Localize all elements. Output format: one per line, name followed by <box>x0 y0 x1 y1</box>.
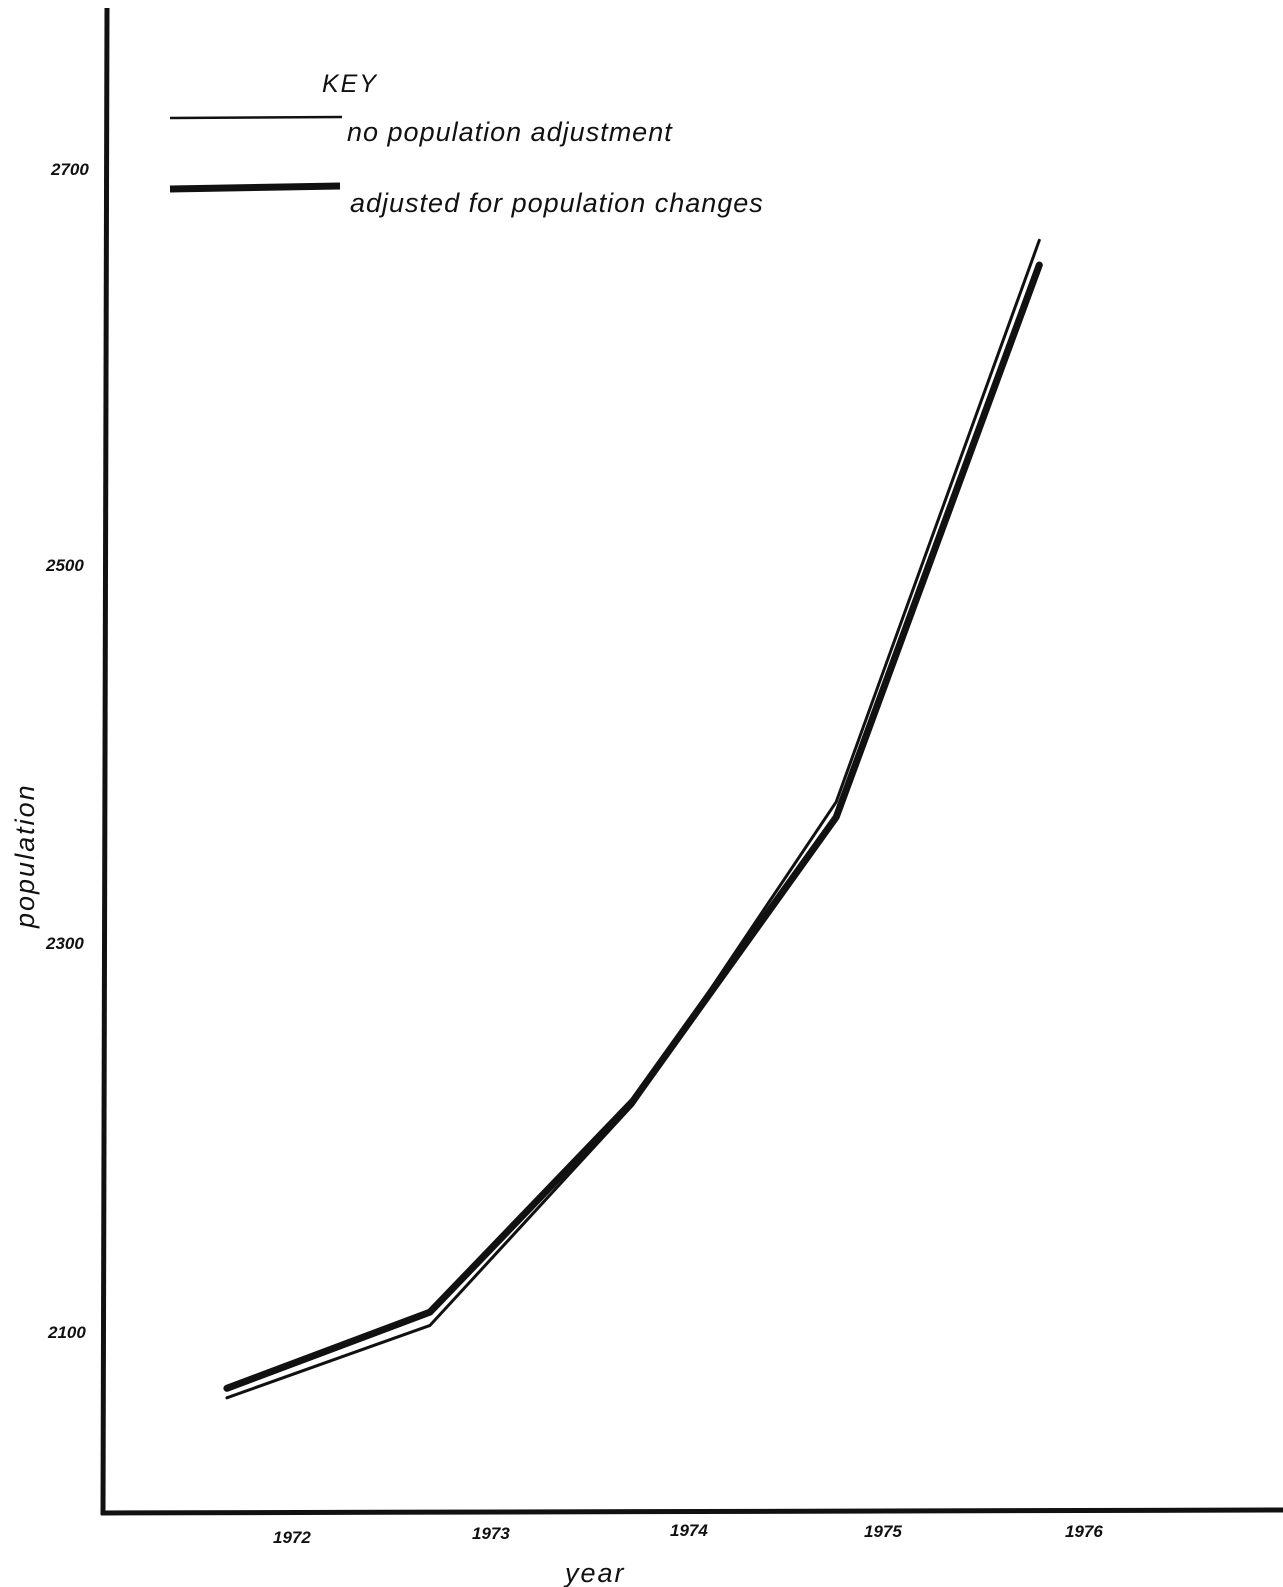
y-tick-label: 2300 <box>45 934 84 953</box>
x-tick-label: 1972 <box>273 1528 311 1547</box>
y-tick-label: 2500 <box>45 556 84 575</box>
legend-title: KEY <box>322 70 378 98</box>
legend: KEY no population adjustment adjusted fo… <box>169 70 764 218</box>
x-tick-label: 1976 <box>1065 1522 1103 1541</box>
data-point <box>632 1100 634 1102</box>
data-point <box>226 1397 228 1399</box>
series-line-adjusted <box>223 261 1043 1392</box>
legend-swatch-thick <box>169 182 341 193</box>
data-point <box>1038 264 1040 266</box>
data-point <box>429 1324 431 1326</box>
y-axis-title: population <box>10 783 40 929</box>
x-tick-label: 1974 <box>670 1521 708 1540</box>
legend-label-no-adjustment: no population adjustment <box>347 117 673 147</box>
data-point <box>1038 239 1040 241</box>
data-point <box>429 1311 431 1313</box>
data-point <box>226 1387 228 1389</box>
y-tick-label: 2700 <box>50 160 89 179</box>
series-line-no-adjustment <box>225 238 1041 1400</box>
data-point <box>835 801 837 803</box>
x-tick-label: 1975 <box>864 1522 902 1541</box>
x-axis-title: year <box>563 1558 626 1587</box>
series-layer <box>223 238 1043 1400</box>
x-tick-label: 1973 <box>472 1524 510 1543</box>
x-axis-line <box>100 1507 1283 1516</box>
legend-label-adjusted: adjusted for population changes <box>350 188 764 218</box>
data-point <box>835 816 837 818</box>
legend-swatch-thin <box>169 115 343 120</box>
y-tick-label: 2100 <box>47 1323 86 1342</box>
y-axis-line <box>100 7 110 1516</box>
